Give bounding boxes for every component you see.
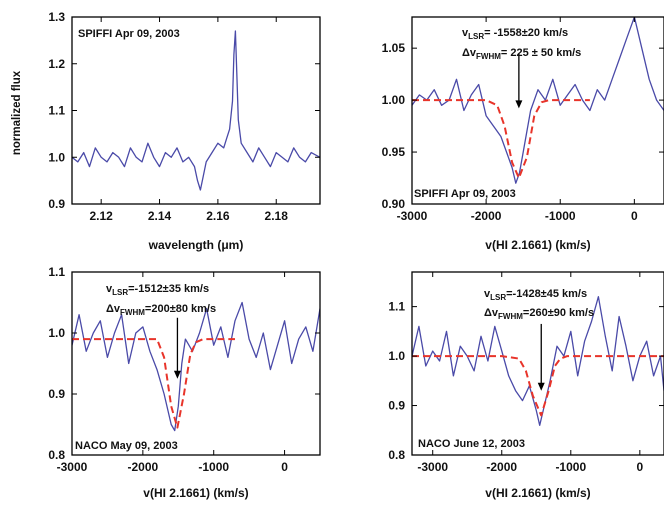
y-tick-label: 1.2	[48, 57, 65, 71]
spectrum-line-2	[412, 17, 664, 184]
panel-1: 2.12 2.14 2.16 2.18 0.9 1.0 1.1 1.2 1.3 SPIFFI A…	[48, 10, 321, 252]
x-tick-label: 0	[636, 460, 643, 474]
fit-line-3	[72, 338, 235, 429]
x-tick-label: -1000	[198, 460, 229, 474]
x-tick-label: -2000	[471, 209, 502, 223]
y-tick-label: 0.95	[382, 145, 406, 159]
y-tick-label: 0.9	[48, 387, 65, 401]
series-layer-2	[412, 17, 664, 184]
spectrum-line-1	[72, 30, 320, 191]
y-tick-label: 1.0	[48, 150, 65, 164]
panel-4: -3000 -2000 -1000 0 0.8 0.9 1.0 1.1 NACO June 1…	[388, 271, 664, 500]
annotation-dvfwhm-3: ΔvFWHM=200±80 km/s	[106, 303, 216, 317]
ticks-panel-2: -3000 -2000 -1000 0 0.90 0.95 1.00 1.05	[382, 17, 664, 223]
xlabel-panel-3: v(HI 2.1661) (km/s)	[143, 486, 248, 500]
y-tick-label: 0.9	[48, 197, 65, 211]
x-tick-label: -3000	[417, 460, 448, 474]
ticks-panel-4: -3000 -2000 -1000 0 0.8 0.9 1.0 1.1	[388, 272, 664, 474]
y-tick-label: 0.8	[48, 448, 65, 462]
x-tick-label: -1000	[545, 209, 576, 223]
arrow-head	[515, 100, 523, 109]
y-tick-label: 1.05	[382, 41, 406, 55]
annotation-vlsr-2: vLSR= -1558±20 km/s	[462, 27, 568, 41]
annotation-vlsr-3: vLSR=-1512±35 km/s	[106, 283, 209, 297]
x-tick-label: 2.12	[89, 209, 113, 223]
fit-line-4	[412, 355, 664, 417]
annotation-dvfwhm-2: ΔvFWHM= 225 ± 50 km/s	[462, 47, 581, 61]
y-tick-label: 0.9	[388, 399, 405, 413]
panel-label-1: SPIFFI Apr 09, 2003	[78, 28, 180, 40]
y-tick-label: 0.8	[388, 448, 405, 462]
y-tick-label: 1.1	[48, 104, 65, 118]
x-tick-label: -2000	[128, 460, 159, 474]
arrow-panel-2	[515, 53, 523, 109]
x-tick-label: -3000	[57, 460, 88, 474]
xlabel-panel-2: v(HI 2.1661) (km/s)	[485, 238, 590, 252]
panel-label-3: NACO May 09, 2003	[75, 440, 178, 452]
annotation-vlsr-4: vLSR=-1428±45 km/s	[484, 288, 587, 302]
y-tick-label: 1.0	[388, 349, 405, 363]
panel-2: -3000 -2000 -1000 0 0.90 0.95 1.00 1.05 SPIFFI …	[382, 16, 664, 252]
x-tick-label: 0	[631, 209, 638, 223]
arrow-panel-4	[537, 323, 545, 391]
x-tick-label: 2.18	[265, 209, 289, 223]
y-tick-label: 1.1	[388, 300, 405, 314]
x-tick-label: 0	[281, 460, 288, 474]
y-tick-label: 0.90	[382, 197, 406, 211]
arrow-head	[537, 382, 545, 391]
x-tick-label: -2000	[486, 460, 517, 474]
spectrum-line-4	[412, 296, 664, 426]
panel-label-4: NACO June 12, 2003	[418, 438, 525, 450]
series-layer-4	[412, 296, 664, 426]
y-tick-label: 1.1	[48, 265, 65, 279]
spectrum-line-3	[72, 301, 320, 432]
x-tick-label: 2.16	[206, 209, 230, 223]
x-tick-label: 2.14	[148, 209, 172, 223]
ticks-panel-1: 2.12 2.14 2.16 2.18 0.9 1.0 1.1 1.2 1.3	[48, 10, 320, 223]
y-tick-label: 1.00	[382, 93, 406, 107]
annotation-dvfwhm-4: ΔvFWHM=260±90 km/s	[484, 307, 594, 321]
xlabel-panel-1: wavelength (μm)	[148, 238, 244, 252]
ylabel-panel-1: normalized flux	[11, 70, 23, 155]
arrow-head	[173, 370, 181, 379]
x-tick-label: -3000	[397, 209, 428, 223]
series-layer-3	[72, 301, 320, 432]
y-tick-label: 1.0	[48, 326, 65, 340]
xlabel-panel-4: v(HI 2.1661) (km/s)	[485, 486, 590, 500]
panel-label-2: SPIFFI Apr 09, 2003	[414, 188, 516, 200]
x-tick-label: -1000	[555, 460, 586, 474]
series-layer-1	[72, 30, 320, 191]
y-tick-label: 1.3	[48, 10, 65, 24]
panel-3: -3000 -2000 -1000 0 0.8 0.9 1.0 1.1 NACO May 09…	[48, 265, 321, 500]
fit-line-2	[412, 99, 590, 179]
arrow-panel-3	[173, 317, 181, 379]
ticks-panel-3: -3000 -2000 -1000 0 0.8 0.9 1.0 1.1	[48, 265, 320, 474]
